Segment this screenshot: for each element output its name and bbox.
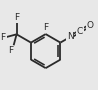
Text: F: F — [43, 23, 48, 32]
Text: N: N — [67, 32, 74, 41]
Text: C: C — [77, 27, 83, 36]
Text: F: F — [0, 33, 5, 42]
Text: O: O — [86, 21, 93, 30]
Text: F: F — [8, 46, 13, 55]
Text: F: F — [14, 13, 19, 22]
